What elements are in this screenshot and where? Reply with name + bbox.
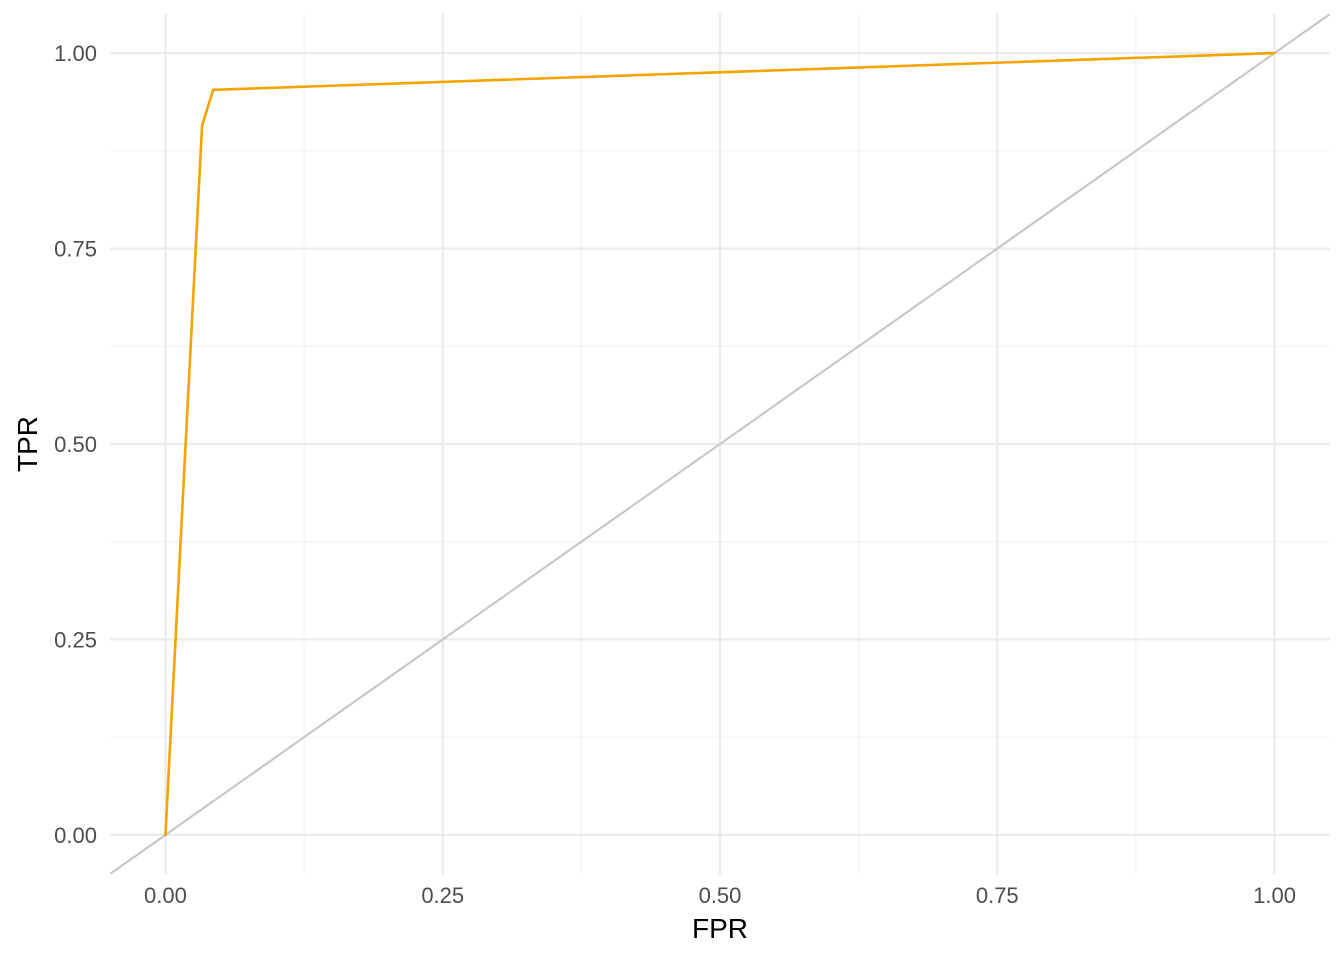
x-tick-label: 0.00 bbox=[144, 883, 187, 908]
y-tick-label: 0.75 bbox=[54, 237, 97, 262]
series-layer bbox=[164, 51, 1276, 837]
y-tick-label: 0.25 bbox=[54, 627, 97, 652]
major-gridlines bbox=[110, 14, 1330, 874]
x-axis-ticks: 0.00 0.25 0.50 0.75 1.00 bbox=[144, 883, 1296, 908]
reference-diagonal-line bbox=[110, 14, 1330, 874]
y-axis-ticks: 0.00 0.25 0.50 0.75 1.00 bbox=[54, 41, 97, 848]
x-tick-label: 0.25 bbox=[421, 883, 464, 908]
x-tick-label: 0.75 bbox=[976, 883, 1019, 908]
y-axis-title: TPR bbox=[12, 416, 43, 472]
y-tick-label: 0.50 bbox=[54, 432, 97, 457]
x-axis-title: FPR bbox=[692, 913, 748, 944]
x-tick-label: 1.00 bbox=[1253, 883, 1296, 908]
y-tick-label: 1.00 bbox=[54, 41, 97, 66]
x-tick-label: 0.50 bbox=[699, 883, 742, 908]
roc-curve-line bbox=[164, 51, 1276, 837]
y-tick-label: 0.00 bbox=[54, 823, 97, 848]
reference-line-layer bbox=[110, 14, 1330, 874]
